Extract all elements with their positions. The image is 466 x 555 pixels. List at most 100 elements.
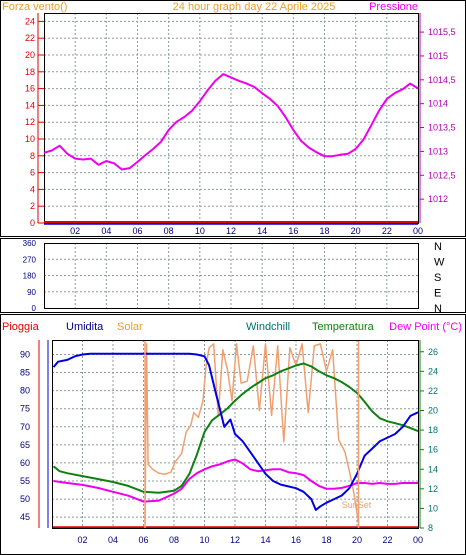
temperature-series-line [52,362,419,494]
pressure-tick-label: 1015,5 [428,27,456,37]
compass-label: S [434,272,441,284]
time-tick-label: 04 [101,226,111,236]
temperature-tick-label: 12 [428,484,438,494]
time-tick-label: 02 [70,226,80,236]
humidity-tick-label: 55 [20,476,30,486]
legend-label: Umidita [66,321,104,333]
wind-speed-tick-label: 16 [25,84,35,94]
pressure-tick-label: 1014 [428,99,448,109]
humidity-tick-label: 90 [20,349,30,359]
compass-label: N [434,241,442,253]
time-tick-label: 10 [195,226,205,236]
pressure-tick-label: 1014,5 [428,75,456,85]
time-tick-label: 16 [291,535,301,545]
temperature-tick-label: 20 [428,406,438,416]
sunset-annotation: SunSet [342,500,372,510]
pressure-tick-label: 1012 [428,194,448,204]
bottom-legend: Pioggia Umidita Solar Windchill Temperatura D… [2,321,462,333]
pressure-tick-label: 1015 [428,51,448,61]
legend-label: Dew Point (°C) [389,321,462,333]
direction-plot-area [44,243,419,309]
time-tick-label: 20 [351,226,361,236]
top-time-axis: 02 04 06 08 10 12 14 16 18 20 22 00 [70,226,423,236]
humidity-axis: 45 50 55 60 65 70 75 80 85 90 [20,340,49,528]
time-tick-label: 00 [413,226,423,236]
time-tick-label: 14 [260,535,270,545]
humidity-tick-label: 85 [20,368,30,378]
time-tick-label: 04 [108,535,118,545]
legend-label: Temperatura [312,321,375,333]
pressure-title: Pressione [369,1,418,13]
wind-speed-title: Forza vento() [2,1,67,13]
pressure-series-line [43,73,419,171]
humidity-series-line [52,352,419,511]
wind-speed-tick-label: 14 [25,100,35,110]
time-tick-label: 22 [382,226,392,236]
solar-series-line [144,343,360,524]
wind-speed-tick-label: 6 [30,168,35,178]
direction-tick-label: 270 [23,255,37,264]
wind-speed-tick-label: 20 [25,50,35,60]
legend-label: Windchill [246,321,290,333]
humidity-tick-label: 45 [20,512,30,522]
top-chart-grid [44,13,418,223]
humidity-tick-label: 60 [20,458,30,468]
temperature-tick-label: 22 [428,386,438,396]
dew-point-series-line [53,458,418,503]
time-tick-label: 12 [230,535,240,545]
time-tick-label: 12 [226,226,236,236]
wind-speed-tick-label: 10 [25,134,35,144]
wind-speed-tick-label: 22 [25,33,35,43]
temperature-tick-label: 16 [428,445,438,455]
time-tick-label: 00 [413,535,423,545]
humidity-tick-label: 65 [20,440,30,450]
wind-speed-tick-label: 2 [30,201,35,211]
wind-speed-tick-label: 18 [25,67,35,77]
compass-label: W [434,257,445,269]
wind-speed-tick-label: 0 [30,218,35,228]
temperature-tick-label: 14 [428,464,438,474]
humidity-tick-label: 75 [20,404,30,414]
temperature-tick-label: 10 [428,503,438,513]
time-tick-label: 08 [169,535,179,545]
top-series-layer [43,73,419,225]
time-tick-label: 06 [138,535,148,545]
time-tick-label: 20 [352,535,362,545]
compass-label: E [434,288,441,300]
legend-label: Solar [117,321,143,333]
legend-label: Pioggia [2,321,40,333]
wind-speed-tick-label: 4 [30,184,35,194]
wind-speed-tick-label: 12 [25,117,35,127]
humidity-tick-label: 50 [20,494,30,504]
pressure-tick-label: 1012,5 [428,170,456,180]
direction-tick-label: 360 [23,239,37,248]
temperature-tick-label: 24 [428,366,438,376]
time-tick-label: 02 [77,535,87,545]
compass-label: N [434,303,442,315]
pressure-tick-label: 1013,5 [428,123,456,133]
time-tick-label: 08 [164,226,174,236]
direction-axis: 0 90 180 270 360 [23,239,37,313]
pressure-tick-label: 1013 [428,146,448,156]
direction-tick-label: 0 [32,304,37,313]
temperature-tick-label: 8 [428,523,433,533]
time-tick-label: 18 [319,226,329,236]
time-tick-label: 14 [257,226,267,236]
direction-tick-label: 90 [27,288,36,297]
time-tick-label: 06 [132,226,142,236]
wind-speed-tick-label: 8 [30,151,35,161]
pressure-axis: 1012 1012,5 1013 1013,5 1014 1014,5 1015 1015,5 [419,13,456,223]
bottom-time-axis: 02 04 06 08 10 12 14 16 18 20 22 00 [77,535,423,545]
bottom-series-layer [52,340,419,529]
time-tick-label: 18 [321,535,331,545]
humidity-tick-label: 70 [20,422,30,432]
temperature-axis: 8 10 12 14 16 18 20 22 24 26 [419,340,438,533]
direction-tick-label: 180 [23,272,37,281]
humidity-tick-label: 80 [20,386,30,396]
bottom-plot-area [52,340,419,529]
time-tick-label: 16 [288,226,298,236]
